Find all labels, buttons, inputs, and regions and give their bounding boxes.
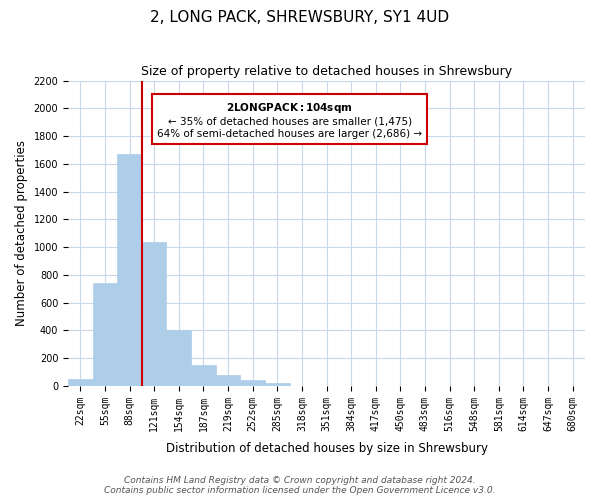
Bar	[166, 330, 191, 386]
X-axis label: Distribution of detached houses by size in Shrewsbury: Distribution of detached houses by size …	[166, 442, 488, 455]
Text: Contains HM Land Registry data © Crown copyright and database right 2024.
Contai: Contains HM Land Registry data © Crown c…	[104, 476, 496, 495]
Bar	[191, 365, 216, 386]
Bar	[142, 242, 166, 386]
Bar	[68, 379, 92, 386]
Bar	[216, 375, 241, 386]
Text: $\bf{2 LONG PACK: 104sqm}$
← 35% of detached houses are smaller (1,475)
64% of s: $\bf{2 LONG PACK: 104sqm}$ ← 35% of deta…	[157, 102, 422, 138]
Bar	[241, 380, 265, 386]
Bar	[92, 282, 117, 386]
Bar	[117, 154, 142, 386]
Text: 2, LONG PACK, SHREWSBURY, SY1 4UD: 2, LONG PACK, SHREWSBURY, SY1 4UD	[151, 10, 449, 25]
Bar	[265, 383, 290, 386]
Y-axis label: Number of detached properties: Number of detached properties	[15, 140, 28, 326]
Title: Size of property relative to detached houses in Shrewsbury: Size of property relative to detached ho…	[141, 65, 512, 78]
